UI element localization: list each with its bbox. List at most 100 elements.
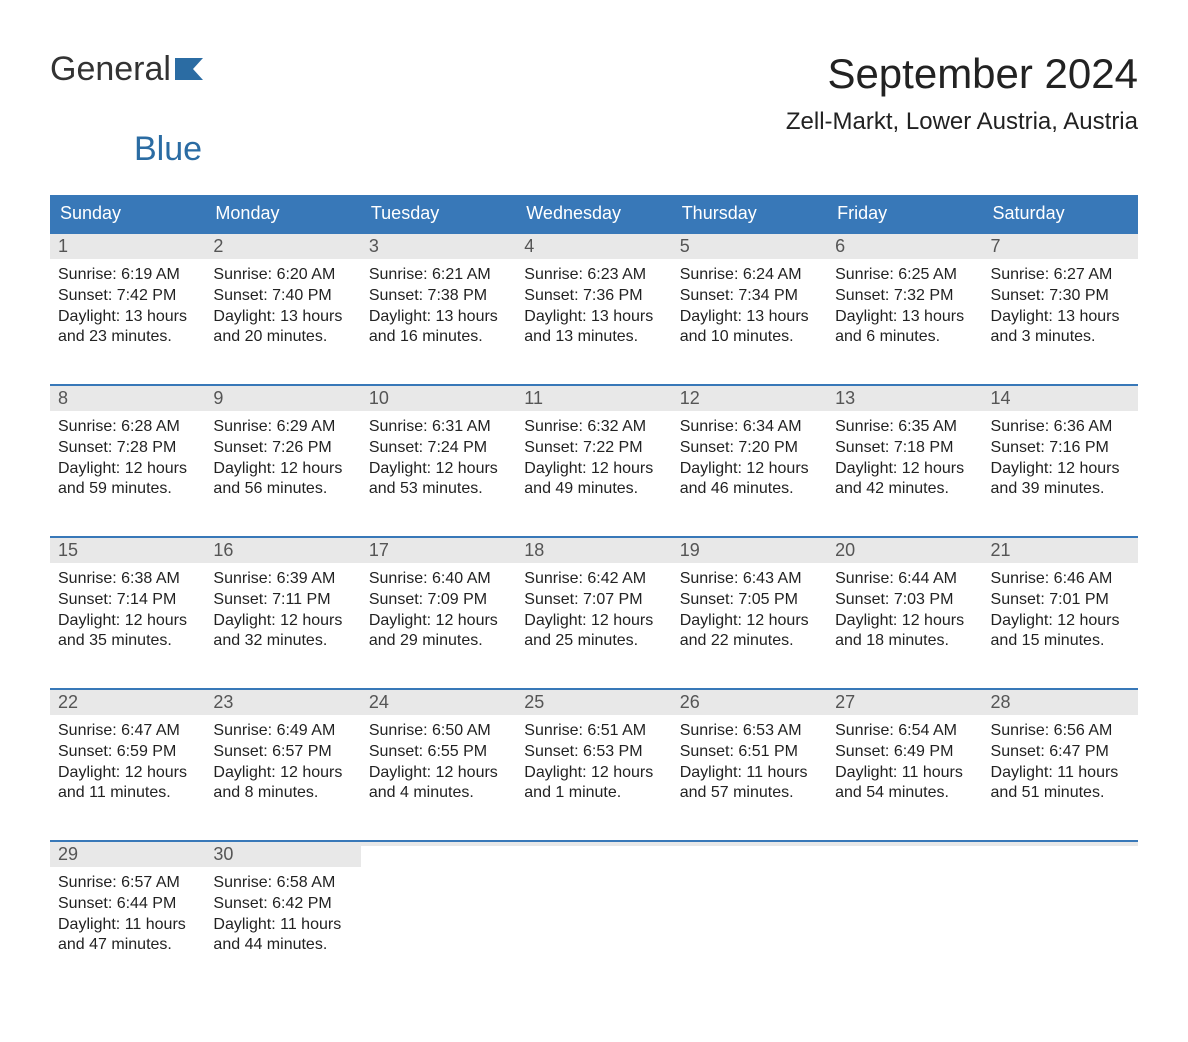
day-number: 19 bbox=[680, 540, 700, 560]
day-sunset: Sunset: 7:14 PM bbox=[58, 590, 197, 611]
day-number-row: 3 bbox=[361, 234, 516, 259]
day-number: 21 bbox=[991, 540, 1011, 560]
day-number-row: 2 bbox=[205, 234, 360, 259]
week-row: 29Sunrise: 6:57 AMSunset: 6:44 PMDayligh… bbox=[50, 840, 1138, 972]
day-cell: 28Sunrise: 6:56 AMSunset: 6:47 PMDayligh… bbox=[983, 690, 1138, 820]
day-daylight2: and 13 minutes. bbox=[524, 327, 663, 348]
day-daylight1: Daylight: 13 hours bbox=[835, 307, 974, 328]
day-cell: 27Sunrise: 6:54 AMSunset: 6:49 PMDayligh… bbox=[827, 690, 982, 820]
day-daylight1: Daylight: 12 hours bbox=[369, 611, 508, 632]
day-content: Sunrise: 6:53 AMSunset: 6:51 PMDaylight:… bbox=[672, 715, 827, 810]
day-sunset: Sunset: 6:57 PM bbox=[213, 742, 352, 763]
day-number: 29 bbox=[58, 844, 78, 864]
day-sunset: Sunset: 6:51 PM bbox=[680, 742, 819, 763]
day-content: Sunrise: 6:58 AMSunset: 6:42 PMDaylight:… bbox=[205, 867, 360, 962]
day-number: 17 bbox=[369, 540, 389, 560]
day-daylight1: Daylight: 12 hours bbox=[991, 611, 1130, 632]
day-daylight1: Daylight: 13 hours bbox=[524, 307, 663, 328]
week-row: 8Sunrise: 6:28 AMSunset: 7:28 PMDaylight… bbox=[50, 384, 1138, 516]
day-daylight1: Daylight: 12 hours bbox=[524, 611, 663, 632]
day-number: 20 bbox=[835, 540, 855, 560]
title-block: September 2024 Zell-Markt, Lower Austria… bbox=[786, 50, 1138, 136]
week-row: 22Sunrise: 6:47 AMSunset: 6:59 PMDayligh… bbox=[50, 688, 1138, 820]
day-sunset: Sunset: 7:36 PM bbox=[524, 286, 663, 307]
day-number: 23 bbox=[213, 692, 233, 712]
day-cell: 8Sunrise: 6:28 AMSunset: 7:28 PMDaylight… bbox=[50, 386, 205, 516]
day-cell: 1Sunrise: 6:19 AMSunset: 7:42 PMDaylight… bbox=[50, 234, 205, 364]
day-daylight2: and 4 minutes. bbox=[369, 783, 508, 804]
day-cell: 16 Sunrise: 6:39 AMSunset: 7:11 PMDayligh… bbox=[205, 538, 360, 668]
day-cell: 19Sunrise: 6:43 AMSunset: 7:05 PMDayligh… bbox=[672, 538, 827, 668]
day-sunset: Sunset: 6:47 PM bbox=[991, 742, 1130, 763]
day-content: Sunrise: 6:40 AMSunset: 7:09 PMDaylight:… bbox=[361, 563, 516, 658]
day-number: 5 bbox=[680, 236, 690, 256]
day-sunrise: Sunrise: 6:28 AM bbox=[58, 417, 197, 438]
day-daylight2: and 53 minutes. bbox=[369, 479, 508, 500]
day-content: Sunrise: 6:23 AMSunset: 7:36 PMDaylight:… bbox=[516, 259, 671, 354]
day-daylight1: Daylight: 12 hours bbox=[213, 763, 352, 784]
day-daylight2: and 57 minutes. bbox=[680, 783, 819, 804]
day-sunrise: Sunrise: 6:47 AM bbox=[58, 721, 197, 742]
day-daylight1: Daylight: 12 hours bbox=[369, 459, 508, 480]
day-cell: 14Sunrise: 6:36 AMSunset: 7:16 PMDayligh… bbox=[983, 386, 1138, 516]
day-daylight1: Daylight: 13 hours bbox=[680, 307, 819, 328]
day-number-row: 14 bbox=[983, 386, 1138, 411]
day-daylight1: Daylight: 12 hours bbox=[524, 459, 663, 480]
day-cell: 20 Sunrise: 6:44 AMSunset: 7:03 PMDayligh… bbox=[827, 538, 982, 668]
day-number-row: 13 bbox=[827, 386, 982, 411]
day-number: 10 bbox=[369, 388, 389, 408]
day-sunset: Sunset: 7:05 PM bbox=[680, 590, 819, 611]
day-content: Sunrise: 6:51 AMSunset: 6:53 PMDaylight:… bbox=[516, 715, 671, 810]
day-sunrise: Sunrise: 6:36 AM bbox=[991, 417, 1130, 438]
day-content: Sunrise: 6:25 AMSunset: 7:32 PMDaylight:… bbox=[827, 259, 982, 354]
day-daylight2: and 8 minutes. bbox=[213, 783, 352, 804]
day-daylight1: Daylight: 12 hours bbox=[680, 611, 819, 632]
day-content: Sunrise: 6:35 AMSunset: 7:18 PMDaylight:… bbox=[827, 411, 982, 506]
day-number-row: 23 bbox=[205, 690, 360, 715]
day-sunset: Sunset: 6:55 PM bbox=[369, 742, 508, 763]
day-cell: 25Sunrise: 6:51 AMSunset: 6:53 PMDayligh… bbox=[516, 690, 671, 820]
day-daylight1: Daylight: 13 hours bbox=[58, 307, 197, 328]
day-header: Monday bbox=[205, 195, 360, 232]
day-cell: 11Sunrise: 6:32 AMSunset: 7:22 PMDayligh… bbox=[516, 386, 671, 516]
day-daylight1: Daylight: 12 hours bbox=[58, 763, 197, 784]
logo-text-blue-wrap: Blue bbox=[134, 130, 1188, 169]
day-header: Thursday bbox=[672, 195, 827, 232]
day-sunset: Sunset: 7:26 PM bbox=[213, 438, 352, 459]
day-cell: 13Sunrise: 6:35 AMSunset: 7:18 PMDayligh… bbox=[827, 386, 982, 516]
day-sunrise: Sunrise: 6:38 AM bbox=[58, 569, 197, 590]
day-cell bbox=[516, 842, 671, 972]
day-content: Sunrise: 6:38 AMSunset: 7:14 PMDaylight:… bbox=[50, 563, 205, 658]
day-cell: 7Sunrise: 6:27 AMSunset: 7:30 PMDaylight… bbox=[983, 234, 1138, 364]
day-number: 11 bbox=[524, 388, 543, 408]
day-content: Sunrise: 6:27 AMSunset: 7:30 PMDaylight:… bbox=[983, 259, 1138, 354]
day-sunrise: Sunrise: 6:49 AM bbox=[213, 721, 352, 742]
day-daylight2: and 46 minutes. bbox=[680, 479, 819, 500]
day-content: Sunrise: 6:44 AMSunset: 7:03 PMDaylight:… bbox=[827, 563, 982, 658]
month-title: September 2024 bbox=[786, 50, 1138, 98]
day-content: Sunrise: 6:19 AMSunset: 7:42 PMDaylight:… bbox=[50, 259, 205, 354]
day-number-row: 30 bbox=[205, 842, 360, 867]
day-cell: 17 Sunrise: 6:40 AMSunset: 7:09 PMDayligh… bbox=[361, 538, 516, 668]
day-sunset: Sunset: 7:32 PM bbox=[835, 286, 974, 307]
day-number: 16 bbox=[213, 540, 233, 560]
day-number: 26 bbox=[680, 692, 700, 712]
day-daylight1: Daylight: 12 hours bbox=[213, 459, 352, 480]
day-daylight1: Daylight: 12 hours bbox=[58, 459, 197, 480]
day-number: 3 bbox=[369, 236, 379, 256]
day-header: Sunday bbox=[50, 195, 205, 232]
day-number-row: 25 bbox=[516, 690, 671, 715]
day-sunset: Sunset: 7:38 PM bbox=[369, 286, 508, 307]
logo-text-general: General bbox=[50, 50, 171, 89]
day-sunrise: Sunrise: 6:39 AM bbox=[213, 569, 352, 590]
day-sunrise: Sunrise: 6:57 AM bbox=[58, 873, 197, 894]
day-sunset: Sunset: 7:34 PM bbox=[680, 286, 819, 307]
day-daylight2: and 29 minutes. bbox=[369, 631, 508, 652]
day-cell: 23 Sunrise: 6:49 AMSunset: 6:57 PMDayligh… bbox=[205, 690, 360, 820]
day-sunset: Sunset: 6:42 PM bbox=[213, 894, 352, 915]
day-cell bbox=[672, 842, 827, 972]
day-number-row: 24 bbox=[361, 690, 516, 715]
day-content: Sunrise: 6:39 AMSunset: 7:11 PMDaylight:… bbox=[205, 563, 360, 658]
day-number-row: 28 bbox=[983, 690, 1138, 715]
day-cell: 24Sunrise: 6:50 AMSunset: 6:55 PMDayligh… bbox=[361, 690, 516, 820]
